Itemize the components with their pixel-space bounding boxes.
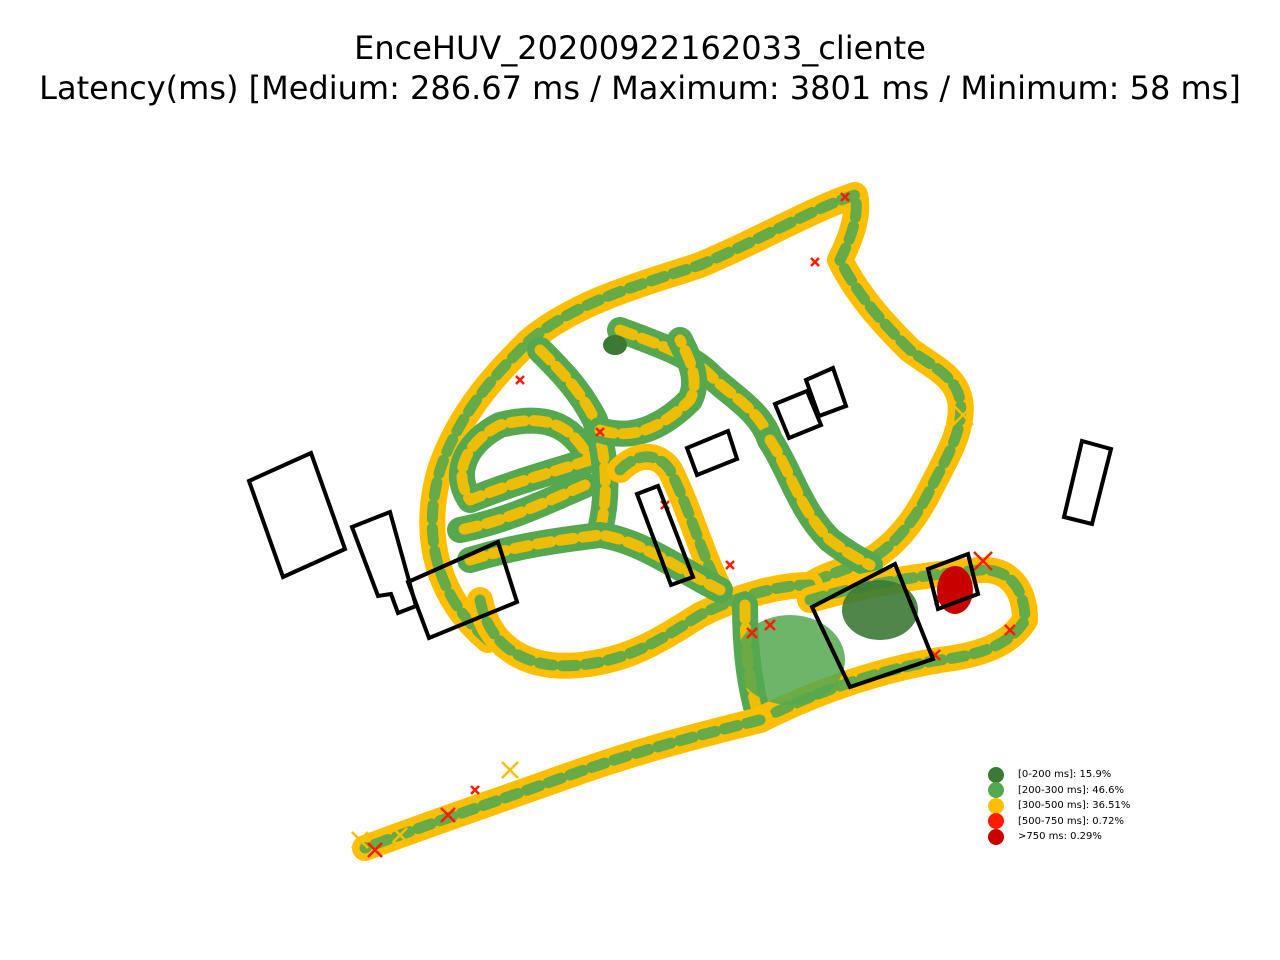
latency-x-marker bbox=[501, 761, 519, 779]
track-segment-overlay bbox=[456, 415, 596, 506]
legend-dot-0-200 bbox=[988, 766, 1004, 783]
measurement-tracks bbox=[352, 182, 1038, 861]
legend-label-750-plus: >750 ms: 0.29% bbox=[1018, 831, 1102, 843]
building-outline bbox=[684, 428, 740, 478]
building-outline bbox=[246, 450, 348, 580]
latency-x-marker bbox=[470, 785, 480, 795]
building-outline bbox=[1061, 438, 1114, 527]
cluster-medium-latency bbox=[735, 615, 845, 705]
legend-item-500-750: [500-750 ms]: 0.72% bbox=[988, 813, 1130, 830]
latency-x-marker bbox=[1004, 624, 1016, 636]
legend-dot-200-300 bbox=[988, 782, 1004, 799]
map-title: EnceHUV_20200922162033_cliente bbox=[354, 29, 926, 67]
latency-x-marker bbox=[952, 404, 974, 426]
cluster-low-latency bbox=[842, 580, 918, 640]
legend-dot-300-500 bbox=[988, 797, 1004, 814]
latency-x-marker bbox=[810, 257, 820, 267]
cluster-low-latency bbox=[603, 335, 627, 355]
latency-x-marker bbox=[840, 192, 850, 202]
building-outline bbox=[809, 561, 936, 690]
building-outline bbox=[803, 365, 849, 419]
legend: [0-200 ms]: 15.9% [200-300 ms]: 46.6% [3… bbox=[988, 766, 1131, 845]
legend-item-750-plus: >750 ms: 0.29% bbox=[988, 828, 1130, 845]
legend-label-300-500: [300-500 ms]: 36.51% bbox=[1018, 800, 1131, 812]
track-segment-overlay bbox=[594, 334, 700, 440]
track-segment-overlay bbox=[614, 451, 726, 596]
building-outline bbox=[925, 551, 981, 612]
latency-x-marker bbox=[440, 807, 456, 823]
building-outlines bbox=[246, 365, 1114, 690]
legend-label-500-750: [500-750 ms]: 0.72% bbox=[1018, 815, 1125, 827]
track-segment-overlay bbox=[359, 714, 766, 854]
latency-x-marker bbox=[367, 842, 383, 858]
building-outline bbox=[405, 539, 520, 641]
track-segment-overlay bbox=[614, 324, 776, 446]
building-outline bbox=[772, 388, 824, 441]
legend-dot-500-750 bbox=[988, 813, 1004, 830]
legend-item-300-500: [300-500 ms]: 36.51% bbox=[988, 797, 1131, 814]
latency-x-marker bbox=[764, 619, 776, 631]
latency-x-marker bbox=[595, 427, 605, 437]
latency-clusters bbox=[603, 335, 973, 705]
track-segment-overlay bbox=[474, 579, 816, 672]
legend-label-0-200: [0-200 ms]: 15.9% bbox=[1018, 769, 1112, 781]
track-segment-overlay bbox=[754, 564, 1031, 726]
latency-x-marker bbox=[515, 375, 525, 385]
legend-dot-750-plus bbox=[988, 828, 1004, 845]
building-outline bbox=[349, 509, 419, 616]
latency-x-marker bbox=[392, 827, 408, 843]
title-block: EnceHUV_20200922162033_cliente Latency(m… bbox=[0, 28, 1280, 108]
legend-item-200-300: [200-300 ms]: 46.6% bbox=[988, 782, 1130, 799]
latency-x-marker bbox=[725, 560, 735, 570]
latency-x-marker bbox=[973, 551, 993, 571]
map-subtitle: Latency(ms) [Medium: 286.67 ms / Maximum… bbox=[39, 69, 1241, 107]
latency-x-marker bbox=[351, 831, 369, 849]
latency-x-marker bbox=[746, 627, 758, 639]
building-outline bbox=[634, 483, 696, 588]
cluster-high-latency bbox=[937, 566, 973, 614]
track-segment-overlay bbox=[454, 479, 591, 536]
legend-label-200-300: [200-300 ms]: 46.6% bbox=[1018, 784, 1125, 796]
track-segment-overlay bbox=[426, 189, 967, 646]
legend-item-0-200: [0-200 ms]: 15.9% bbox=[988, 766, 1130, 783]
track-segment-overlay bbox=[764, 434, 876, 571]
track-segment-overlay bbox=[464, 529, 726, 596]
